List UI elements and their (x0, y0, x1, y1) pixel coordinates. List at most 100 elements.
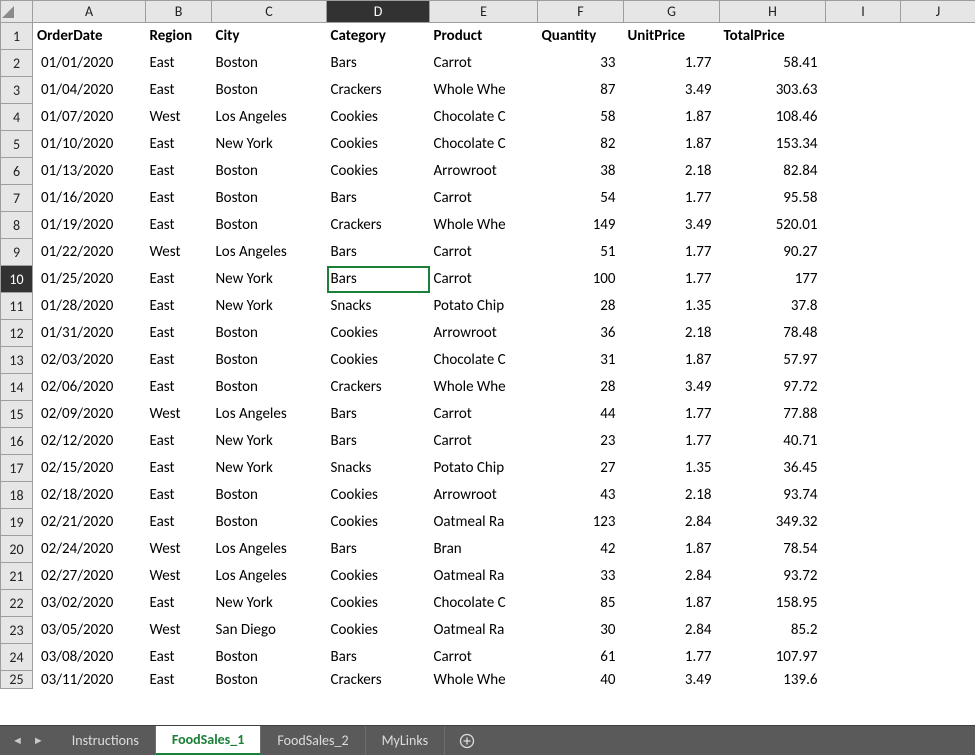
add-sheet-button[interactable] (445, 726, 489, 755)
cell-C10[interactable]: New York (212, 266, 327, 293)
row-header[interactable]: 19 (1, 509, 33, 536)
cell-B7[interactable]: East (146, 185, 212, 212)
cell-G12[interactable]: 2.18 (624, 320, 720, 347)
cell-F13[interactable]: 31 (538, 347, 624, 374)
cell-D15[interactable]: Bars (327, 401, 430, 428)
row-header[interactable]: 15 (1, 401, 33, 428)
row-header[interactable]: 17 (1, 455, 33, 482)
cell-I2[interactable] (826, 50, 901, 77)
cell-C6[interactable]: Boston (212, 158, 327, 185)
row-header[interactable]: 16 (1, 428, 33, 455)
cell-A5[interactable]: 01/10/2020 (33, 131, 146, 158)
cell-J12[interactable] (901, 320, 975, 347)
cell-J14[interactable] (901, 374, 975, 401)
cell-J2[interactable] (901, 50, 975, 77)
cell-G13[interactable]: 1.87 (624, 347, 720, 374)
cell-D4[interactable]: Cookies (327, 104, 430, 131)
cell-I21[interactable] (826, 563, 901, 590)
cell-E8[interactable]: Whole Whe (430, 212, 538, 239)
row-header[interactable]: 4 (1, 104, 33, 131)
cell-F17[interactable]: 27 (538, 455, 624, 482)
cell-A12[interactable]: 01/31/2020 (33, 320, 146, 347)
cell-H1[interactable]: TotalPrice (720, 23, 826, 50)
row-header[interactable]: 22 (1, 590, 33, 617)
cell-H11[interactable]: 37.8 (720, 293, 826, 320)
cell-E18[interactable]: Arrowroot (430, 482, 538, 509)
cell-E14[interactable]: Whole Whe (430, 374, 538, 401)
cell-J3[interactable] (901, 77, 975, 104)
cell-G4[interactable]: 1.87 (624, 104, 720, 131)
cell-H24[interactable]: 107.97 (720, 644, 826, 671)
cell-H10[interactable]: 177 (720, 266, 826, 293)
cell-F3[interactable]: 87 (538, 77, 624, 104)
cell-E21[interactable]: Oatmeal Ra (430, 563, 538, 590)
cell-A18[interactable]: 02/18/2020 (33, 482, 146, 509)
cell-F11[interactable]: 28 (538, 293, 624, 320)
cell-G22[interactable]: 1.87 (624, 590, 720, 617)
row-header[interactable]: 11 (1, 293, 33, 320)
cell-B10[interactable]: East (146, 266, 212, 293)
cell-D6[interactable]: Cookies (327, 158, 430, 185)
cell-D5[interactable]: Cookies (327, 131, 430, 158)
cell-J10[interactable] (901, 266, 975, 293)
cell-C25[interactable]: Boston (212, 671, 327, 689)
cell-J9[interactable] (901, 239, 975, 266)
row-header[interactable]: 18 (1, 482, 33, 509)
row-header[interactable]: 1 (1, 23, 33, 50)
cell-B20[interactable]: West (146, 536, 212, 563)
column-header-G[interactable]: G (624, 1, 720, 23)
cell-G1[interactable]: UnitPrice (624, 23, 720, 50)
cell-G23[interactable]: 2.84 (624, 617, 720, 644)
cell-F9[interactable]: 51 (538, 239, 624, 266)
cell-J6[interactable] (901, 158, 975, 185)
cell-E1[interactable]: Product (430, 23, 538, 50)
cell-A7[interactable]: 01/16/2020 (33, 185, 146, 212)
cell-E23[interactable]: Oatmeal Ra (430, 617, 538, 644)
cell-E10[interactable]: Carrot (430, 266, 538, 293)
cell-I19[interactable] (826, 509, 901, 536)
cell-I6[interactable] (826, 158, 901, 185)
row-header[interactable]: 14 (1, 374, 33, 401)
cell-A4[interactable]: 01/07/2020 (33, 104, 146, 131)
tab-prev-icon[interactable]: ◄ (12, 734, 23, 747)
column-header-B[interactable]: B (146, 1, 212, 23)
cell-I10[interactable] (826, 266, 901, 293)
cell-E4[interactable]: Chocolate C (430, 104, 538, 131)
cell-D10[interactable]: Bars (327, 266, 430, 293)
cell-D19[interactable]: Cookies (327, 509, 430, 536)
cell-C8[interactable]: Boston (212, 212, 327, 239)
cell-G17[interactable]: 1.35 (624, 455, 720, 482)
cell-I14[interactable] (826, 374, 901, 401)
cell-B24[interactable]: East (146, 644, 212, 671)
cell-B16[interactable]: East (146, 428, 212, 455)
cell-B25[interactable]: East (146, 671, 212, 689)
cell-J22[interactable] (901, 590, 975, 617)
cell-D11[interactable]: Snacks (327, 293, 430, 320)
cell-E15[interactable]: Carrot (430, 401, 538, 428)
cell-G24[interactable]: 1.77 (624, 644, 720, 671)
cell-D22[interactable]: Cookies (327, 590, 430, 617)
cell-F4[interactable]: 58 (538, 104, 624, 131)
cell-B22[interactable]: East (146, 590, 212, 617)
cell-B18[interactable]: East (146, 482, 212, 509)
column-header-F[interactable]: F (538, 1, 624, 23)
sheet-tab-instructions[interactable]: Instructions (56, 726, 156, 755)
row-header[interactable]: 20 (1, 536, 33, 563)
sheet-tab-foodsales_1[interactable]: FoodSales_1 (156, 726, 262, 755)
cell-H19[interactable]: 349.32 (720, 509, 826, 536)
cell-D8[interactable]: Crackers (327, 212, 430, 239)
cell-A14[interactable]: 02/06/2020 (33, 374, 146, 401)
cell-A3[interactable]: 01/04/2020 (33, 77, 146, 104)
cell-F10[interactable]: 100 (538, 266, 624, 293)
cell-F2[interactable]: 33 (538, 50, 624, 77)
cell-F19[interactable]: 123 (538, 509, 624, 536)
cell-D18[interactable]: Cookies (327, 482, 430, 509)
cell-F21[interactable]: 33 (538, 563, 624, 590)
cell-F15[interactable]: 44 (538, 401, 624, 428)
cell-A16[interactable]: 02/12/2020 (33, 428, 146, 455)
cell-A2[interactable]: 01/01/2020 (33, 50, 146, 77)
cell-F20[interactable]: 42 (538, 536, 624, 563)
cell-C19[interactable]: Boston (212, 509, 327, 536)
cell-C3[interactable]: Boston (212, 77, 327, 104)
cell-F12[interactable]: 36 (538, 320, 624, 347)
